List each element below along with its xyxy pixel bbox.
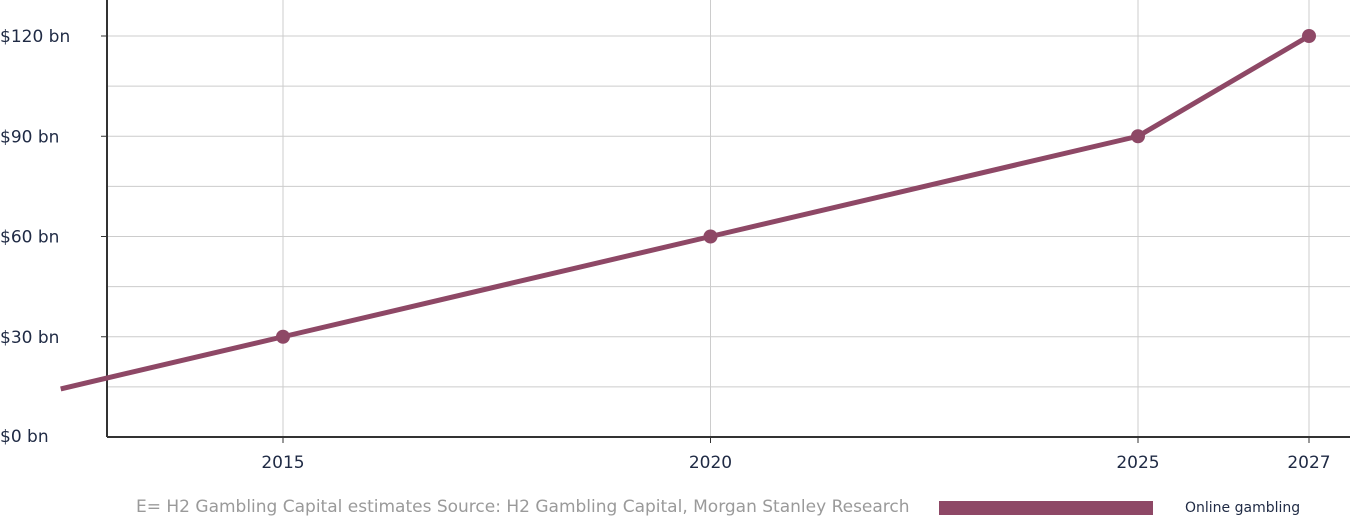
x-tick-label: 2027 — [1287, 453, 1330, 473]
y-tick-label: $120 bn — [0, 27, 70, 47]
y-tick-labels: $0 bn $30 bn $60 bn $90 bn $120 bn — [0, 27, 70, 447]
data-point — [1131, 129, 1145, 144]
x-tick-labels: 2015 2020 2025 2027 — [261, 453, 1330, 473]
y-tick-label: $30 bn — [0, 328, 59, 348]
y-tick-label: $60 bn — [0, 228, 59, 248]
y-tick-label: $0 bn — [0, 427, 49, 447]
x-tick-label: 2025 — [1116, 453, 1159, 473]
data-point — [1302, 29, 1316, 43]
series-online-gambling — [60, 29, 1316, 392]
x-tick-label: 2020 — [689, 453, 732, 473]
y-tick-label: $90 bn — [0, 127, 59, 147]
axes — [106, 0, 1350, 438]
series-line-online-gambling — [60, 33, 1311, 392]
legend-swatch-online-gambling — [939, 501, 1153, 515]
x-tick-label: 2015 — [261, 453, 304, 473]
source-note: E= H2 Gambling Capital estimates Source:… — [136, 497, 910, 517]
data-point — [276, 329, 290, 344]
legend-label-online-gambling: Online gambling — [1185, 500, 1301, 516]
data-point — [703, 229, 718, 244]
grid-lines — [101, 0, 1350, 443]
